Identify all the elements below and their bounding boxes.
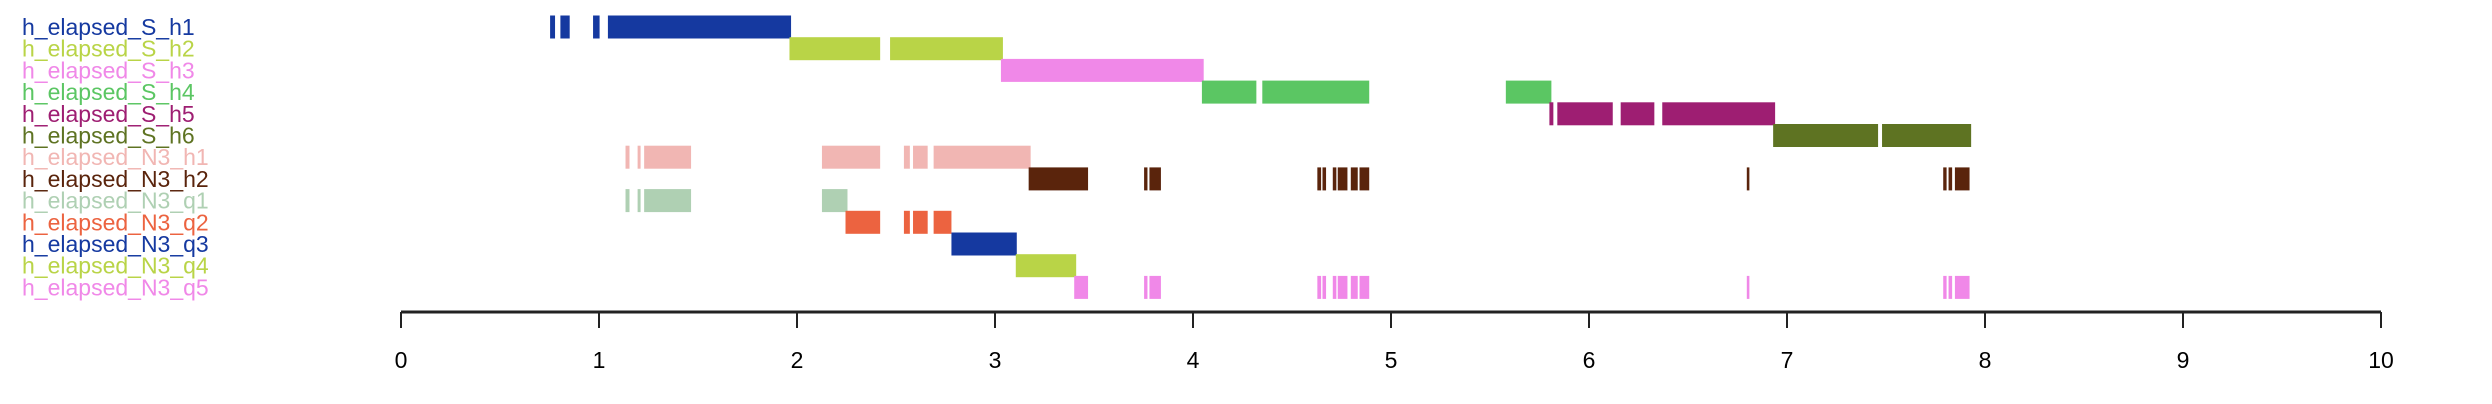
x-tick-label: 4 (1187, 347, 1200, 373)
segment-bar (644, 189, 692, 213)
segment-bar (1943, 275, 1947, 299)
segment-bar (1350, 275, 1358, 299)
row-label: h_elapsed_S_h1 (22, 14, 195, 40)
segment-bar (1549, 102, 1554, 126)
segment-bar (1322, 275, 1327, 299)
segment-bar (1015, 254, 1077, 278)
row-label: h_elapsed_N3_q3 (22, 231, 209, 257)
x-tick-label: 2 (791, 347, 804, 373)
row-label: h_elapsed_N3_q1 (22, 188, 209, 214)
segment-bar (913, 145, 928, 169)
segment-bar (1332, 167, 1337, 191)
segment-bar (1000, 58, 1204, 82)
segment-bar (1322, 167, 1327, 191)
segment-bar (821, 145, 881, 169)
row-label: h_elapsed_N3_q2 (22, 209, 209, 235)
segment-bar (1201, 80, 1257, 104)
segment-bar (1557, 102, 1613, 126)
segment-bar (1149, 167, 1161, 191)
segment-bar (1317, 167, 1322, 191)
segment-bar (1359, 275, 1370, 299)
segment-bar (913, 210, 928, 234)
row-label: h_elapsed_S_h5 (22, 101, 195, 127)
segment-bar (1262, 80, 1370, 104)
segment-bar (933, 145, 1031, 169)
segment-bar (625, 145, 630, 169)
segment-bar (1943, 167, 1947, 191)
row-label: h_elapsed_N3_q4 (22, 253, 209, 279)
segment-bar (637, 189, 641, 213)
segment-bar (1074, 275, 1089, 299)
row-labels: h_elapsed_S_h1h_elapsed_S_h2h_elapsed_S_… (22, 14, 209, 300)
segment-bar (1620, 102, 1655, 126)
segment-bar (1317, 275, 1322, 299)
segment-bar (1746, 167, 1750, 191)
segment-bar (625, 189, 630, 213)
row-label: h_elapsed_S_h4 (22, 79, 195, 105)
segment-bar (903, 145, 910, 169)
row-label: h_elapsed_S_h6 (22, 123, 195, 149)
segment-bar (644, 145, 692, 169)
segment-bar (789, 37, 881, 61)
segment-bar (1337, 275, 1348, 299)
segment-bar (550, 15, 556, 39)
row-label: h_elapsed_N3_q5 (22, 274, 209, 300)
segment-bar (1948, 167, 1953, 191)
segment-bar (1149, 275, 1161, 299)
segment-bar (1882, 124, 1972, 147)
segment-bar (1350, 167, 1358, 191)
segment-bar (933, 210, 952, 234)
x-tick-label: 3 (989, 347, 1002, 373)
x-tick-label: 0 (395, 347, 408, 373)
segment-bar (1954, 275, 1970, 299)
x-tick-label: 9 (2177, 347, 2190, 373)
x-tick-label: 7 (1781, 347, 1794, 373)
segment-bar (593, 15, 600, 39)
segment-bar (845, 210, 881, 234)
segment-bar (1662, 102, 1776, 126)
row-label: h_elapsed_N3_h2 (22, 166, 209, 192)
row-label: h_elapsed_S_h2 (22, 36, 195, 62)
row-label: h_elapsed_S_h3 (22, 57, 195, 83)
x-axis: 0 1 2 3 4 5 6 7 8 9 10 (395, 310, 2394, 373)
segment-bar (903, 210, 910, 234)
segment-bar (560, 15, 570, 39)
segment-bar (1773, 124, 1879, 147)
segment-bar (1746, 275, 1750, 299)
segment-bar (890, 37, 1003, 61)
segment-bar (951, 232, 1017, 256)
x-tick-label: 5 (1385, 347, 1398, 373)
segment-bar (1337, 167, 1348, 191)
segment-bar (1954, 167, 1970, 191)
x-tick-label: 1 (593, 347, 606, 373)
row-bars (550, 15, 1972, 299)
segment-bar (1332, 275, 1337, 299)
segment-bar (1028, 167, 1089, 191)
segment-bar (1948, 275, 1953, 299)
segment-bar (821, 189, 848, 213)
x-tick-label: 8 (1979, 347, 1992, 373)
segment-bar (1505, 80, 1552, 104)
segment-bar (1359, 167, 1370, 191)
segment-bar (1144, 167, 1148, 191)
segment-bar (607, 15, 792, 39)
x-tick-label: 6 (1583, 347, 1596, 373)
segment-bar (1144, 275, 1148, 299)
x-tick-label: 10 (2368, 347, 2394, 373)
segment-bar (637, 145, 641, 169)
row-label: h_elapsed_N3_h1 (22, 144, 209, 170)
